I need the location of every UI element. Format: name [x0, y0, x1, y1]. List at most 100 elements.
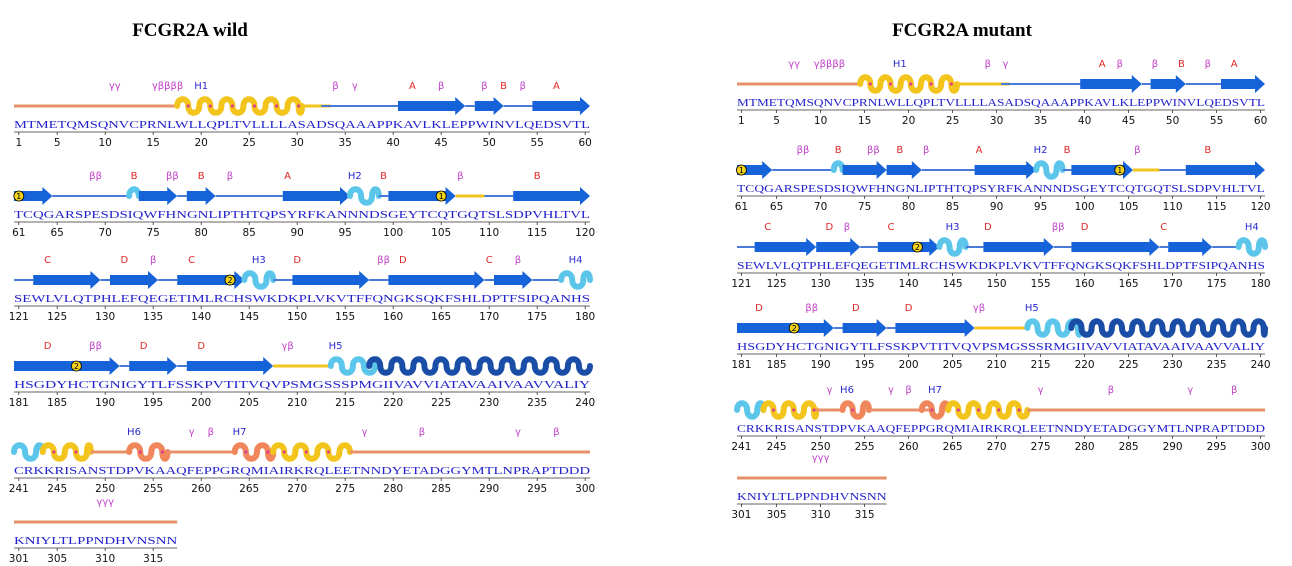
structure-label: C: [188, 255, 195, 266]
helix-dot: [327, 450, 330, 453]
tick-label: 240: [575, 397, 595, 409]
helix-dot: [231, 104, 234, 107]
tick-label: 301: [731, 509, 751, 521]
disulfide-label: 1: [439, 192, 444, 201]
tick-label: 275: [335, 483, 355, 495]
panel-title: FCGR2A wild: [132, 20, 248, 41]
helix-dot: [792, 408, 795, 411]
tick-label: 155: [335, 311, 355, 323]
tick-label: 115: [1207, 201, 1227, 213]
structure-label: ββ: [805, 303, 818, 314]
structure-label: H5: [329, 341, 343, 352]
tick-label: 300: [575, 483, 595, 495]
tick-label: 220: [383, 397, 403, 409]
structure-label: C: [764, 222, 771, 233]
structure-label: β: [905, 385, 911, 396]
structure-label: D: [755, 303, 763, 314]
helix: [14, 445, 43, 459]
strand: [816, 238, 860, 256]
sequence: HSGDYHCTGNIGYTLFSSKPVTITVQVPSMGSSSRMGIIV…: [737, 341, 1265, 353]
tick-label: 185: [767, 359, 787, 371]
helix-dot: [957, 408, 960, 411]
helix-dot: [929, 82, 932, 85]
tick-label: 130: [95, 311, 115, 323]
structure-label: B: [1064, 145, 1071, 156]
structure-label: β: [844, 222, 850, 233]
helix-dot: [297, 104, 300, 107]
tick-label: 290: [479, 483, 499, 495]
strand: [475, 97, 504, 115]
tick-label: 120: [1251, 201, 1271, 213]
structure-label: D: [197, 341, 205, 352]
tick-label: 25: [946, 115, 959, 127]
strand: [139, 187, 177, 205]
helix: [129, 189, 139, 196]
tick-label: 80: [195, 227, 208, 239]
tick-label: 301: [9, 553, 29, 565]
tick-label: 285: [1119, 441, 1139, 453]
structure-label: H3: [252, 255, 266, 266]
helix: [763, 403, 816, 417]
tick-label: 310: [95, 553, 115, 565]
structure-label: β: [150, 255, 156, 266]
structure-label: β: [208, 427, 214, 438]
tick-label: 305: [47, 553, 67, 565]
structure-label: β: [1108, 385, 1114, 396]
tick-label: 200: [191, 397, 211, 409]
tick-label: 290: [1163, 441, 1183, 453]
helix-dot: [1017, 408, 1020, 411]
sequence: MTMETQMSQNVCPRNLWLLQPLTVLLLLASADSQAAAPPK…: [737, 97, 1265, 109]
structure-label: β: [1134, 145, 1140, 156]
tick-label: 285: [431, 483, 451, 495]
tick-label: 65: [51, 227, 64, 239]
sequence: KNIYLTLPPNDHVNSNN: [737, 491, 887, 503]
helix-dot: [997, 408, 1000, 411]
structure-label: D: [399, 255, 407, 266]
strand: [975, 161, 1037, 179]
structure-label: D: [1081, 222, 1089, 233]
tick-label: 280: [1075, 441, 1095, 453]
structure-label: ββ: [867, 145, 880, 156]
tick-label: 160: [383, 311, 403, 323]
structure-label: D: [121, 255, 129, 266]
tick-label: 160: [1075, 278, 1095, 290]
tick-label: 121: [731, 278, 751, 290]
structure-label: ββ: [377, 255, 390, 266]
tick-label: 305: [767, 509, 787, 521]
tick-label: 110: [479, 227, 499, 239]
strand: [292, 271, 369, 289]
sequence: HSGDYHCTGNIGYTLFSSKPVTITVQVPSMGSSSPMGIIV…: [14, 379, 590, 391]
helix-dot: [889, 82, 892, 85]
tick-label: 230: [1163, 359, 1183, 371]
structure-label: γ: [1187, 385, 1193, 396]
tick-label: 241: [9, 483, 29, 495]
helix-dot: [253, 104, 256, 107]
tick-label: 210: [987, 359, 1007, 371]
structure-label: H3: [946, 222, 960, 233]
strand: [737, 319, 834, 337]
structure-label: H2: [348, 171, 362, 182]
structure-label: D: [826, 222, 834, 233]
structure-label: β: [515, 255, 521, 266]
structure-label: D: [852, 303, 860, 314]
tick-label: 60: [1254, 115, 1267, 127]
tick-label: 15: [147, 137, 160, 149]
tick-label: 295: [527, 483, 547, 495]
tick-label: 121: [9, 311, 29, 323]
tick-label: 1: [738, 115, 745, 127]
disulfide-label: 1: [1117, 166, 1122, 175]
structure-label: β: [481, 81, 487, 92]
structure-label: A: [1231, 59, 1238, 70]
structure-label: D: [44, 341, 52, 352]
tick-label: 30: [990, 115, 1003, 127]
tick-label: 195: [855, 359, 875, 371]
structure-label: β: [1231, 385, 1237, 396]
helix-dot: [209, 104, 212, 107]
structure-label: γ: [361, 427, 367, 438]
tick-label: 315: [143, 553, 163, 565]
tick-label: 135: [143, 311, 163, 323]
tick-label: 250: [811, 441, 831, 453]
tick-label: 255: [143, 483, 163, 495]
tick-label: 275: [1031, 441, 1051, 453]
structure-label: β: [419, 427, 425, 438]
